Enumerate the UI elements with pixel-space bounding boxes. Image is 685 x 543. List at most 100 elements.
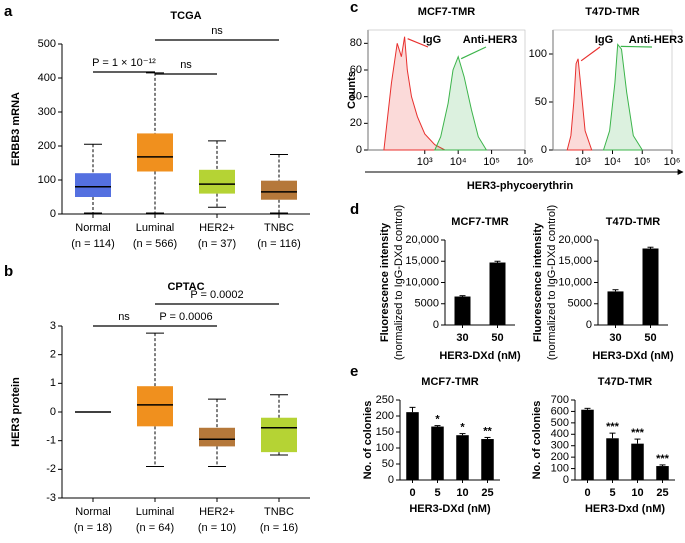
y-tick-label: 1 (50, 377, 56, 389)
y-tick-label: -3 (46, 492, 56, 504)
panel-letter: b (4, 263, 13, 280)
bar (489, 262, 506, 325)
y-tick-label: 0 (586, 319, 592, 331)
box (199, 427, 235, 447)
y-tick-label: 5000 (568, 298, 592, 310)
y-tick-label: 100 (529, 48, 547, 60)
n-label: (n = 10) (198, 522, 236, 534)
annotation: P = 1 × 10⁻¹² (92, 57, 156, 69)
chart-title: MCF7-TMR (421, 376, 478, 388)
y-tick-label: 50 (535, 96, 547, 108)
x-tick-label: 30 (609, 332, 621, 344)
annotation: ns (211, 25, 223, 37)
x-tick-label: HER2+ (199, 222, 235, 234)
y-tick-label: 300 (551, 440, 569, 452)
y-tick-label: 80 (350, 37, 362, 49)
x-tick-label: 10⁶ (664, 156, 681, 168)
box (261, 417, 297, 453)
series-label: Anti-HER3 (629, 34, 683, 46)
y-tick-label: 100 (38, 174, 56, 186)
bar (631, 443, 644, 480)
y-tick-label: 40 (350, 91, 362, 103)
bar (454, 296, 471, 325)
y-axis-label: ERBB3 mRNA (10, 92, 22, 166)
y-axis-label: No. of colonies (531, 401, 543, 480)
x-tick-label: TNBC (264, 222, 294, 234)
bar (642, 248, 659, 325)
y-tick-label: 500 (38, 38, 56, 50)
chart-title: CPTAC (167, 281, 204, 293)
y-tick-label: 5000 (415, 298, 439, 310)
significance: * (435, 414, 440, 426)
y-axis-label: HER3 protein (10, 377, 22, 447)
x-tick-label: Luminal (136, 222, 175, 234)
n-label: (n = 37) (198, 238, 236, 250)
chart-title: MCF7-TMR (451, 216, 508, 228)
significance: ** (483, 425, 492, 437)
x-axis-label: HER3-DXd (nM) (409, 503, 491, 515)
bar (431, 426, 444, 480)
x-tick-label: HER2+ (199, 506, 235, 518)
bar (581, 409, 594, 480)
x-tick-label: 50 (644, 332, 656, 344)
x-tick-label: 0 (409, 487, 415, 499)
panel-letter: e (350, 363, 358, 380)
y-axis-label: Fluorescence intensity (532, 222, 544, 342)
y-tick-label: 600 (551, 405, 569, 417)
x-tick-label: 25 (481, 487, 493, 499)
box (137, 133, 173, 172)
annotation: P = 0.0006 (159, 311, 212, 323)
series-label: IgG (595, 34, 613, 46)
x-tick-label: 10⁶ (517, 156, 534, 168)
x-tick-label: 10⁵ (483, 156, 500, 168)
chart-title: MCF7-TMR (418, 6, 475, 18)
x-tick-label: 10⁴ (604, 156, 621, 168)
chart-title: TCGA (170, 10, 201, 22)
y-tick-label: 100 (376, 442, 394, 454)
y-tick-label: 0 (433, 319, 439, 331)
y-tick-label: 0 (388, 474, 394, 486)
x-tick-label: Luminal (136, 506, 175, 518)
x-tick-label: 10 (456, 487, 468, 499)
y-tick-label: 0 (50, 208, 56, 220)
y-tick-label: 0 (50, 406, 56, 418)
n-label: (n = 116) (257, 238, 301, 250)
y-tick-label: 60 (350, 64, 362, 76)
y-tick-label: 3 (50, 320, 56, 332)
significance: *** (606, 421, 620, 433)
y-tick-label: 250 (376, 394, 394, 406)
chart-title: T47D-TMR (598, 376, 652, 388)
chart-title: T47D-TMR (606, 216, 660, 228)
x-tick-label: 10³ (417, 156, 433, 168)
n-label: (n = 16) (260, 522, 298, 534)
x-axis-label: HER3-DXd (nM) (592, 350, 674, 362)
x-tick-label: 10⁵ (634, 156, 651, 168)
y-tick-label: 300 (38, 106, 56, 118)
series-label: Anti-HER3 (463, 34, 517, 46)
y-axis-label: No. of colonies (362, 401, 374, 480)
n-label: (n = 566) (133, 238, 177, 250)
panel-letter: c (350, 0, 358, 16)
bar (607, 291, 624, 325)
y-tick-label: 400 (38, 72, 56, 84)
y-tick-label: 20 (350, 117, 362, 129)
x-tick-label: Normal (75, 506, 110, 518)
x-tick-label: 50 (491, 332, 503, 344)
bar (656, 466, 669, 480)
n-label: (n = 18) (74, 522, 112, 534)
x-axis-label: HER3-Dxd (nM) (585, 503, 665, 515)
y-tick-label: 700 (551, 394, 569, 406)
box (75, 173, 111, 197)
x-axis-label: HER3-DXd (nM) (439, 350, 521, 362)
y-tick-label: 200 (38, 140, 56, 152)
box (137, 386, 173, 427)
y-tick-label: -1 (46, 435, 56, 447)
histogram-area (566, 58, 593, 151)
n-label: (n = 114) (71, 238, 115, 250)
significance: *** (656, 453, 670, 465)
histogram-area (434, 55, 488, 151)
y-tick-label: 2 (50, 349, 56, 361)
x-tick-label: 10 (631, 487, 643, 499)
y-axis-label: (normalized to IgG-DXd control) (546, 205, 558, 360)
y-tick-label: 200 (376, 410, 394, 422)
